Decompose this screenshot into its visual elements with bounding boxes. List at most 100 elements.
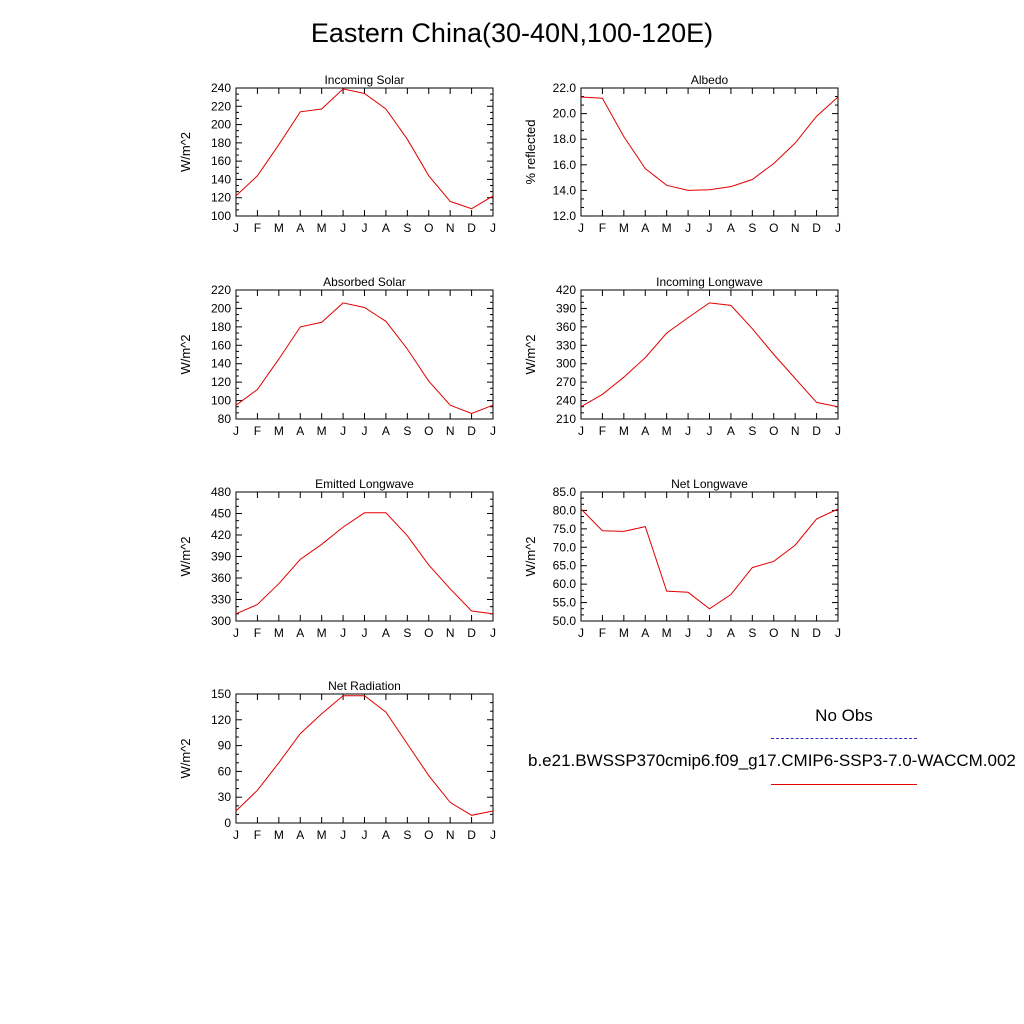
x-tick-label: J [578,424,584,438]
y-tick-label: 210 [556,412,576,426]
y-tick-label: 80.0 [553,503,577,517]
legend-obs-line [771,738,917,739]
x-tick-label: M [619,221,629,235]
x-tick-label: F [599,424,606,438]
chart-title: Albedo [691,73,729,87]
y-tick-label: 16.0 [553,158,577,172]
x-tick-label: O [424,828,433,842]
x-tick-label: A [382,626,390,640]
x-tick-label: J [233,626,239,640]
y-tick-label: 90 [218,739,232,753]
x-tick-label: J [362,424,368,438]
x-tick-label: M [317,626,327,640]
y-tick-label: 160 [211,338,231,352]
x-tick-label: A [296,424,304,438]
x-tick-label: O [424,221,433,235]
chart-title: Emitted Longwave [315,477,414,491]
y-tick-label: 0 [224,816,231,830]
x-tick-label: M [317,221,327,235]
series-line [235,302,494,415]
y-tick-label: 420 [556,283,576,297]
x-tick-label: M [274,424,284,438]
y-tick-label: 480 [211,485,231,499]
y-tick-label: 120 [211,375,231,389]
y-tick-label: 330 [211,593,231,607]
y-axis-label: W/m^2 [523,536,538,576]
y-tick-label: 100 [211,209,231,223]
x-tick-label: N [791,626,800,640]
x-tick-label: D [812,424,821,438]
x-tick-label: J [578,626,584,640]
x-tick-label: F [599,221,606,235]
x-tick-label: A [296,626,304,640]
x-tick-label: J [490,221,496,235]
y-tick-label: 12.0 [553,209,577,223]
x-tick-label: M [662,626,672,640]
plot-frame [235,491,494,622]
chart-title: Net Radiation [328,679,401,693]
x-tick-label: J [707,626,713,640]
x-tick-label: J [340,221,346,235]
x-tick-label: J [340,626,346,640]
y-tick-label: 330 [556,338,576,352]
x-tick-label: M [619,626,629,640]
x-tick-label: S [403,626,411,640]
y-tick-label: 14.0 [553,183,577,197]
plot-frame [580,289,839,420]
plot-frame [580,87,839,217]
chart-title: Incoming Solar [324,73,404,87]
x-tick-label: S [403,424,411,438]
x-tick-label: J [707,221,713,235]
y-tick-label: 240 [211,81,231,95]
x-tick-label: J [578,221,584,235]
chart-3: Incoming Longwave 210 240 270 300 330 360 390 42… [523,275,841,438]
y-axis-label: W/m^2 [523,334,538,374]
x-tick-label: D [812,626,821,640]
x-tick-label: A [382,221,390,235]
x-tick-label: J [835,626,841,640]
y-axis-label: W/m^2 [178,738,193,778]
x-tick-label: M [274,828,284,842]
x-tick-label: A [296,221,304,235]
y-tick-label: 100 [211,394,231,408]
x-tick-label: O [769,424,778,438]
y-tick-label: 360 [556,320,576,334]
series-line [235,88,494,210]
x-tick-label: D [812,221,821,235]
y-tick-label: 70.0 [553,540,577,554]
x-tick-label: D [467,424,476,438]
x-tick-label: O [424,424,433,438]
chart-5: Net Longwave 50.0 55.0 60.0 65.0 70.0 75.0 80.0… [523,477,841,640]
y-tick-label: 18.0 [553,132,577,146]
y-tick-label: 22.0 [553,81,577,95]
x-tick-label: F [254,828,261,842]
series-line [580,302,839,408]
x-tick-label: O [769,626,778,640]
x-tick-label: O [424,626,433,640]
x-tick-label: J [685,221,691,235]
legend-obs-label: No Obs [815,706,873,725]
x-tick-label: S [403,221,411,235]
y-tick-label: 160 [211,154,231,168]
y-tick-label: 60.0 [553,577,577,591]
series-line [580,96,839,191]
y-tick-label: 80 [218,412,232,426]
x-tick-label: J [685,424,691,438]
y-tick-label: 240 [556,394,576,408]
x-tick-label: A [296,828,304,842]
y-tick-label: 140 [211,357,231,371]
x-tick-label: J [362,828,368,842]
x-tick-label: F [254,424,261,438]
y-tick-label: 220 [211,99,231,113]
x-tick-label: N [791,221,800,235]
x-tick-label: J [490,828,496,842]
series-line [235,695,494,816]
x-tick-label: J [490,424,496,438]
y-tick-label: 200 [211,118,231,132]
x-tick-label: M [619,424,629,438]
y-tick-label: 20.0 [553,107,577,121]
y-tick-label: 50.0 [553,614,577,628]
